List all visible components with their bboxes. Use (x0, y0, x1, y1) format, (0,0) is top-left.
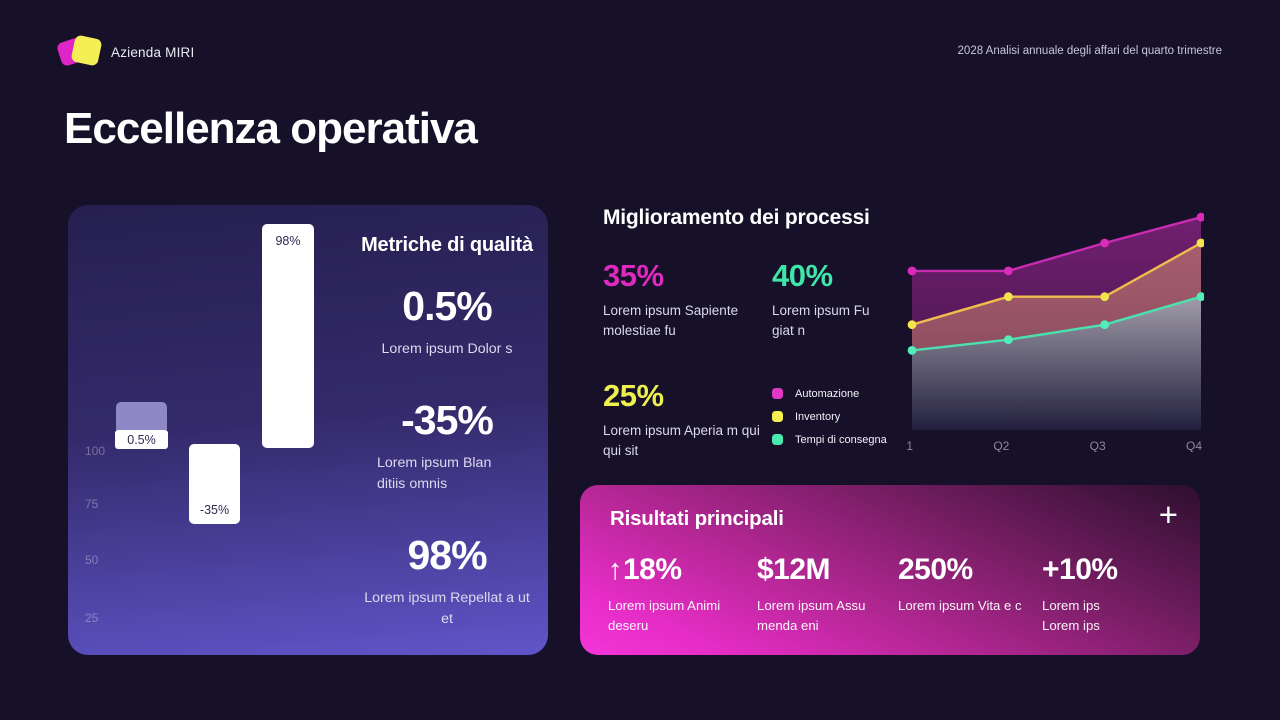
metric-caption: Lorem ipsum Repellat a ut et (364, 590, 530, 628)
up-arrow-icon: ↑ (608, 554, 623, 586)
process-stat: 25% Lorem ipsum Aperia m qui qui sit (603, 378, 763, 462)
legend-swatch-tempi (772, 434, 783, 445)
y-tick: 100 (85, 444, 106, 458)
process-stat: 40% Lorem ipsum Fu giat n (772, 258, 890, 342)
metric-caption: Lorem ipsum Blan ditiis omnis (377, 455, 492, 493)
stat-number: $12M (757, 553, 831, 586)
bar-segment (116, 402, 167, 430)
svg-text:Q2: Q2 (993, 439, 1009, 452)
stat-number: 18% (623, 553, 682, 586)
stat-value: 35% (603, 258, 664, 293)
legend-swatch-inventory (772, 411, 783, 422)
stat-value: $12M (757, 553, 875, 587)
quality-heading: Metriche di qualità (361, 234, 533, 256)
stat-value: ↑ 18% (608, 553, 746, 587)
results-heading: Risultati principali (610, 507, 784, 530)
process-area-chart: Q1 Q2 Q3 Q4 (897, 208, 1206, 453)
metric-caption: Lorem ipsum Dolor s (381, 341, 513, 358)
logo-yellow-square-icon (70, 34, 103, 67)
stat-value: +10% (1042, 553, 1128, 587)
legend-swatch-automazione (772, 388, 783, 399)
process-stat: 35% Lorem ipsum Sapiente molestiae fu (603, 258, 763, 342)
quality-metrics-card: 100 75 50 25 25 50 75 100 0.5% -35% 98% … (68, 205, 548, 655)
header: Azienda MIRI 2028 Analisi annuale degli … (0, 0, 1280, 80)
bar-negative: -35% (189, 444, 240, 524)
page-title: Eccellenza operativa (64, 104, 478, 153)
area-chart-svg: Q1 Q2 Q3 Q4 (897, 212, 1206, 453)
svg-text:Q4: Q4 (1186, 439, 1202, 452)
chart-legend: Automazione Inventory Tempi di consegna (772, 386, 887, 447)
metric-value: -35% (401, 397, 494, 443)
legend-label: Tempi di consegna (795, 433, 887, 446)
stat-caption: Lorem ips Lorem ips (1042, 598, 1100, 633)
quality-metric: 0.5% Lorem ipsum Dolor s (346, 283, 548, 360)
stat-caption: Lorem ipsum Assu menda eni (757, 598, 866, 633)
stat-number: 250% (898, 553, 973, 586)
stat-number: +10% (1042, 553, 1118, 586)
y-tick: 25 (85, 611, 99, 625)
brand-name: Azienda MIRI (111, 44, 195, 60)
legend-item: Inventory (772, 409, 887, 424)
stat-value: 250% (898, 553, 1022, 587)
svg-text:Q1: Q1 (906, 439, 913, 452)
quality-metrics-panel: Metriche di qualità 0.5% Lorem ipsum Dol… (346, 205, 548, 655)
bar-value-label: 0.5% (115, 430, 168, 449)
quality-metric: 98% Lorem ipsum Repellat a ut et (346, 532, 548, 631)
result-stat: 250% Lorem ipsum Vita e c (898, 553, 1022, 616)
company-logo-icon (55, 34, 103, 70)
legend-label: Automazione (795, 387, 860, 400)
legend-item: Tempi di consegna (772, 432, 887, 447)
stat-caption: Lorem ipsum Fu giat n (772, 303, 870, 339)
stat-value: 40% (772, 258, 833, 293)
result-stat: $12M Lorem ipsum Assu menda eni (757, 553, 875, 636)
y-tick: 50 (85, 553, 99, 567)
svg-text:Q3: Q3 (1090, 439, 1106, 452)
y-tick: 75 (85, 497, 99, 511)
quality-metric: -35% Lorem ipsum Blan ditiis omnis (346, 397, 548, 496)
stat-caption: Lorem ipsum Animi deseru (608, 598, 721, 633)
result-stat: ↑ 18% Lorem ipsum Animi deseru (608, 553, 746, 636)
stat-caption: Lorem ipsum Sapiente molestiae fu (603, 303, 739, 339)
legend-item: Automazione (772, 386, 887, 401)
stat-caption: Lorem ipsum Aperia m qui qui sit (603, 423, 760, 459)
results-card: Risultati principali + ↑ 18% Lorem ipsum … (580, 485, 1200, 655)
stat-caption: Lorem ipsum Vita e c (898, 598, 1022, 613)
process-heading: Miglioramento dei processi (603, 206, 870, 229)
legend-label: Inventory (795, 410, 841, 423)
stat-value: 25% (603, 378, 664, 413)
bar-positive: 98% (262, 224, 314, 448)
metric-value: 98% (407, 532, 487, 578)
result-stat: +10% Lorem ips Lorem ips (1042, 553, 1128, 636)
metric-value: 0.5% (402, 283, 492, 329)
plus-icon[interactable]: + (1158, 496, 1178, 533)
header-meta: 2028 Analisi annuale degli affari del qu… (957, 45, 1222, 57)
brand: Azienda MIRI (55, 34, 195, 70)
